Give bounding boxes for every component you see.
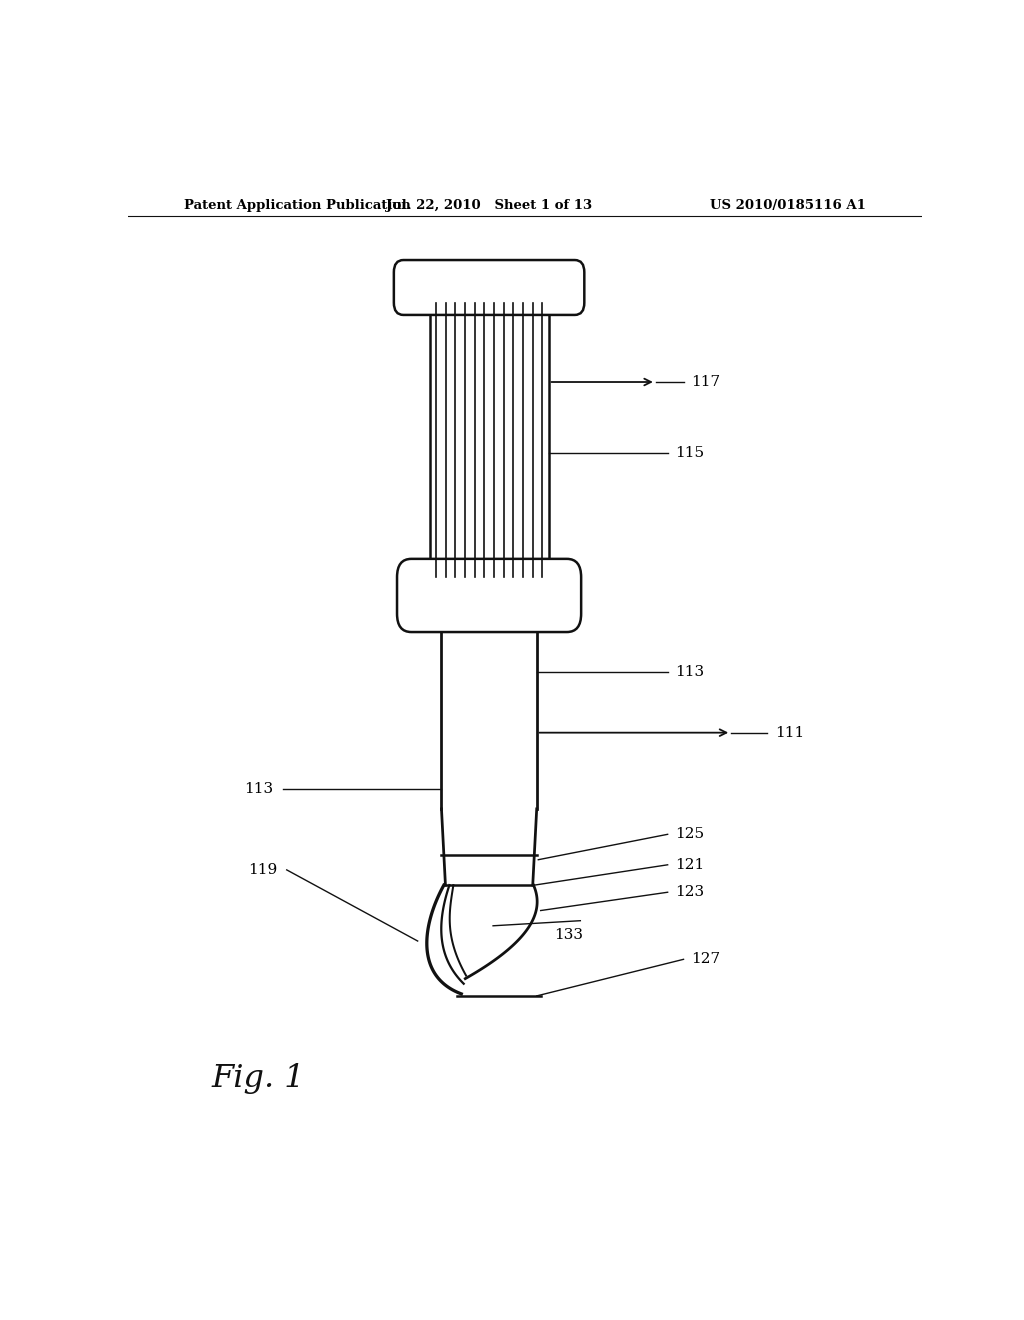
Text: Fig. 1: Fig. 1 (211, 1063, 305, 1094)
Text: 125: 125 (676, 828, 705, 841)
Text: 121: 121 (676, 858, 705, 871)
Text: Patent Application Publication: Patent Application Publication (183, 199, 411, 213)
Text: 127: 127 (691, 952, 721, 966)
Text: 111: 111 (775, 726, 804, 739)
Text: 115: 115 (676, 446, 705, 461)
Text: 117: 117 (691, 375, 721, 389)
Text: Jul. 22, 2010   Sheet 1 of 13: Jul. 22, 2010 Sheet 1 of 13 (386, 199, 592, 213)
Text: 119: 119 (248, 863, 278, 876)
Text: 123: 123 (676, 886, 705, 899)
Text: 133: 133 (554, 928, 583, 941)
FancyBboxPatch shape (397, 558, 582, 632)
Text: 113: 113 (244, 781, 273, 796)
Text: 113: 113 (676, 665, 705, 678)
Text: US 2010/0185116 A1: US 2010/0185116 A1 (711, 199, 866, 213)
FancyBboxPatch shape (394, 260, 585, 315)
